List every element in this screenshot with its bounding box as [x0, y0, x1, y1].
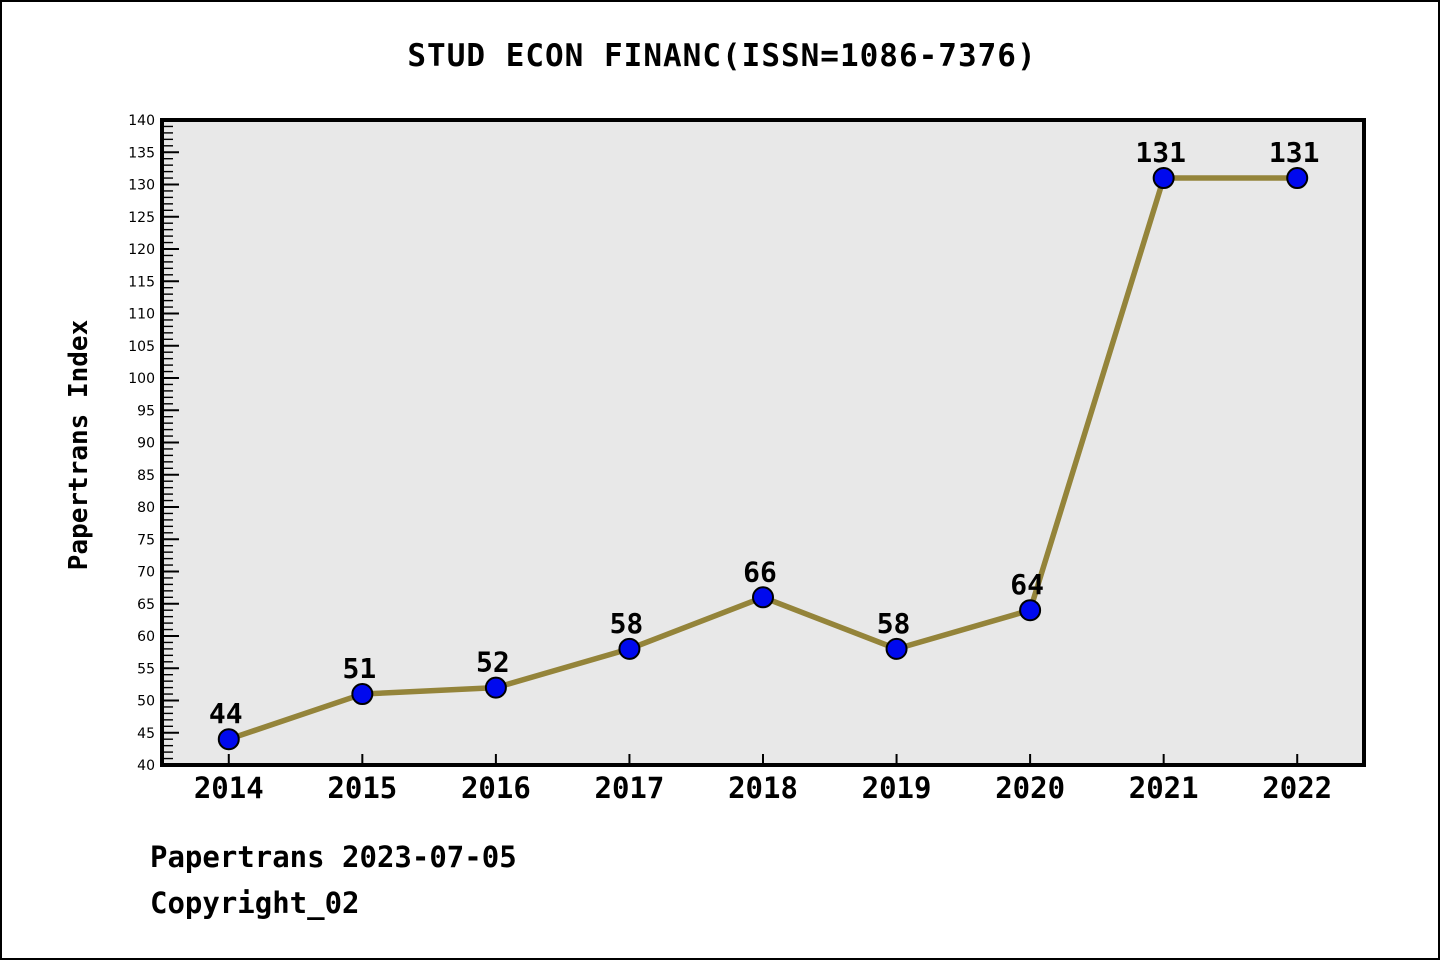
data-point-marker: [752, 586, 774, 609]
y-tick-label: 85: [137, 468, 155, 484]
footer-copyright: Copyright_02: [150, 886, 360, 920]
x-tick-label: 2021: [1129, 771, 1199, 805]
data-point-marker: [484, 676, 507, 699]
footer-date: Papertrans 2023-07-05: [150, 840, 517, 874]
y-tick-label: 95: [137, 403, 155, 419]
x-tick-label: 2015: [327, 771, 397, 805]
data-point-label: 58: [877, 607, 911, 640]
y-tick-label: 90: [137, 436, 155, 452]
chart-title: STUD ECON FINANC(ISSN=1086-7376): [407, 38, 1037, 74]
y-tick-label: 115: [128, 274, 155, 290]
y-tick-label: 70: [137, 565, 155, 581]
data-point-marker: [351, 683, 374, 706]
data-point-marker: [1019, 599, 1042, 622]
y-tick-label: 100: [128, 371, 155, 387]
y-tick-label: 140: [128, 113, 155, 129]
y-tick-label: 135: [128, 145, 155, 161]
data-point-marker: [217, 728, 240, 751]
y-tick-label: 60: [137, 629, 155, 645]
y-tick-label: 80: [137, 500, 155, 516]
y-tick-label: 105: [128, 339, 155, 355]
data-point-marker: [885, 637, 908, 660]
x-tick-label: 2019: [862, 771, 932, 805]
y-tick-label: 45: [137, 726, 155, 742]
data-point-label: 44: [209, 697, 243, 730]
x-tick-label: 2016: [461, 771, 531, 805]
x-tick-label: 2014: [194, 771, 264, 805]
data-point-marker: [1286, 167, 1309, 190]
data-point-label: 58: [610, 607, 644, 640]
x-tick-label: 2017: [595, 771, 665, 805]
y-tick-label: 120: [128, 242, 155, 258]
data-point-label: 66: [743, 555, 777, 588]
y-tick-label: 40: [137, 758, 155, 774]
y-tick-label: 130: [128, 178, 155, 194]
x-tick-label: 2020: [995, 771, 1065, 805]
x-tick-label: 2022: [1262, 771, 1332, 805]
data-point-label: 51: [342, 652, 376, 685]
data-point-label: 52: [476, 646, 510, 679]
y-tick-label: 125: [128, 210, 155, 226]
x-tick-label: 2018: [728, 771, 798, 805]
data-point-marker: [618, 637, 641, 660]
plot-area: [160, 118, 1366, 767]
y-tick-label: 110: [128, 307, 155, 323]
data-point-marker: [1152, 167, 1175, 190]
y-tick-label: 75: [137, 532, 155, 548]
y-tick-label: 65: [137, 597, 155, 613]
data-point-label: 131: [1135, 136, 1186, 169]
y-tick-label: 55: [137, 661, 155, 677]
y-tick-label: 50: [137, 694, 155, 710]
data-point-label: 64: [1010, 568, 1044, 601]
data-point-label: 131: [1269, 136, 1320, 169]
